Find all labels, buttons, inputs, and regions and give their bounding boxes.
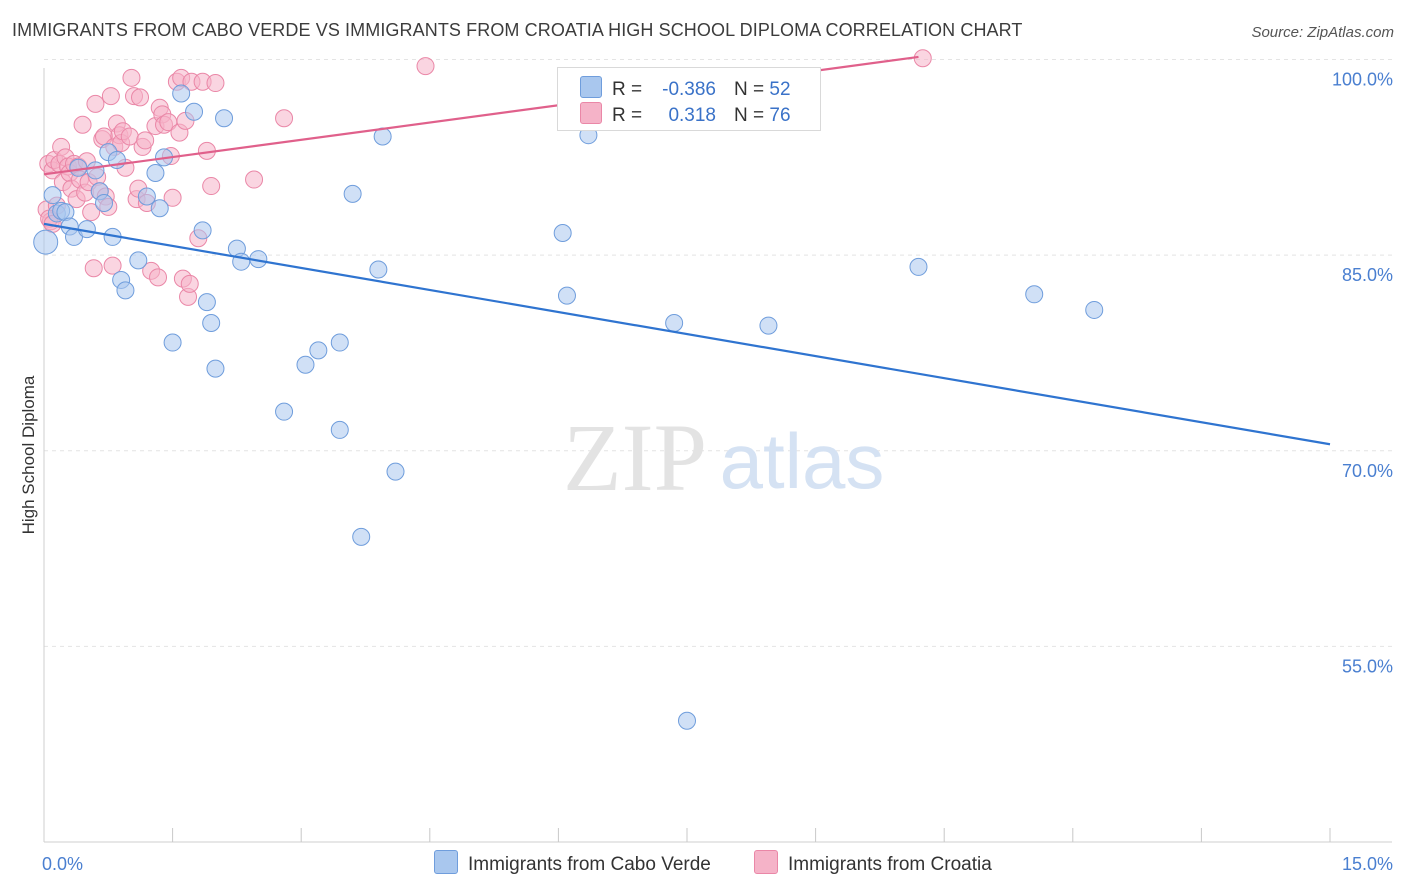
- cabo-verde-point: [185, 102, 204, 121]
- cabo-verde-point: [206, 359, 225, 378]
- legend-n-value: 52: [769, 79, 791, 100]
- legend-r-label: R =: [612, 105, 643, 126]
- croatia-point: [73, 115, 92, 134]
- cabo-verde-point: [129, 251, 148, 270]
- legend-row-cabo-verde: R = -0.386 N = 52: [580, 76, 791, 100]
- watermark-atlas: atlas: [720, 417, 885, 505]
- croatia-point: [202, 177, 221, 196]
- cabo-verde-point: [665, 313, 684, 332]
- cabo-verde-point: [1025, 285, 1044, 304]
- cabo-verde-point: [386, 462, 405, 481]
- series-swatch-pink: [754, 850, 778, 874]
- y-axis-label: High School Diploma: [19, 375, 38, 534]
- cabo-verde-point: [86, 161, 105, 180]
- cabo-verde-point: [69, 158, 88, 177]
- series-legend-croatia: Immigrants from Croatia: [754, 850, 992, 876]
- croatia-point: [86, 94, 105, 113]
- legend-row-croatia: R = 0.318 N = 76: [580, 102, 791, 126]
- legend-n-value: 76: [769, 105, 791, 126]
- cabo-verde-point: [309, 341, 328, 360]
- croatia-point: [82, 203, 101, 222]
- legend-swatch-pink: [580, 102, 602, 124]
- series-legend-cabo-verde: Immigrants from Cabo Verde: [434, 850, 711, 876]
- y-tick-label: 70.0%: [1342, 461, 1393, 481]
- cabo-verde-point: [146, 164, 165, 183]
- legend-n-label: N =: [734, 105, 765, 126]
- cabo-verde-point: [95, 194, 114, 213]
- cabo-verde-point: [215, 109, 234, 128]
- cabo-verde-point: [296, 355, 315, 374]
- cabo-verde-point: [275, 402, 294, 421]
- cabo-verde-point: [172, 84, 191, 103]
- legend-r-value: 0.318: [668, 105, 716, 126]
- croatia-point: [206, 74, 225, 93]
- cabo-verde-point: [909, 257, 928, 276]
- croatia-point: [101, 87, 120, 106]
- legend-n-label: N =: [734, 79, 765, 100]
- cabo-verde-trend-line: [43, 222, 1331, 446]
- croatia-point: [180, 274, 199, 293]
- croatia-point: [416, 57, 435, 76]
- x-tick-label: 0.0%: [42, 854, 83, 874]
- cabo-verde-point: [330, 420, 349, 439]
- cabo-verde-point: [137, 187, 156, 206]
- chart-title: IMMIGRANTS FROM CABO VERDE VS IMMIGRANTS…: [12, 20, 1023, 40]
- cabo-verde-point: [330, 333, 349, 352]
- cabo-verde-point: [33, 229, 59, 255]
- y-tick-label: 55.0%: [1342, 656, 1393, 676]
- cabo-verde-point: [116, 281, 135, 300]
- cabo-verde-point: [557, 286, 576, 305]
- source-credit: Source: ZipAtlas.com: [1251, 24, 1394, 41]
- croatia-point: [245, 170, 264, 189]
- cabo-verde-point: [678, 711, 696, 730]
- croatia-point: [163, 188, 182, 207]
- croatia-point: [149, 268, 168, 287]
- cabo-verde-point: [553, 224, 572, 243]
- cabo-verde-point: [759, 316, 778, 335]
- cabo-verde-point: [343, 184, 362, 203]
- cabo-verde-point: [352, 527, 371, 546]
- croatia-point: [103, 256, 122, 275]
- cabo-verde-point: [43, 186, 62, 205]
- croatia-point: [136, 131, 155, 150]
- series-swatch-blue: [434, 850, 458, 874]
- legend-r-label: R =: [612, 79, 643, 100]
- cabo-verde-point: [163, 333, 182, 352]
- y-tick-label: 100.0%: [1332, 70, 1393, 90]
- stats-legend: R = -0.386 N = 52 R = 0.318 N = 76: [557, 67, 821, 131]
- cabo-verde-point: [197, 293, 216, 312]
- series-name: Immigrants from Croatia: [788, 854, 992, 875]
- x-tick-label: 15.0%: [1342, 854, 1393, 874]
- legend-r-value: -0.386: [662, 79, 716, 100]
- croatia-point: [275, 109, 294, 128]
- watermark-zip: ZIP: [563, 404, 707, 511]
- cabo-verde-point: [150, 199, 169, 218]
- cabo-verde-point: [369, 260, 388, 279]
- croatia-point: [84, 259, 103, 278]
- series-name: Immigrants from Cabo Verde: [468, 854, 711, 875]
- legend-swatch-blue: [580, 76, 602, 98]
- y-tick-label: 85.0%: [1342, 265, 1393, 285]
- cabo-verde-point: [202, 313, 221, 332]
- croatia-point: [122, 68, 141, 87]
- cabo-verde-point: [1085, 300, 1104, 319]
- cabo-verde-point: [193, 221, 212, 240]
- croatia-point: [131, 88, 150, 107]
